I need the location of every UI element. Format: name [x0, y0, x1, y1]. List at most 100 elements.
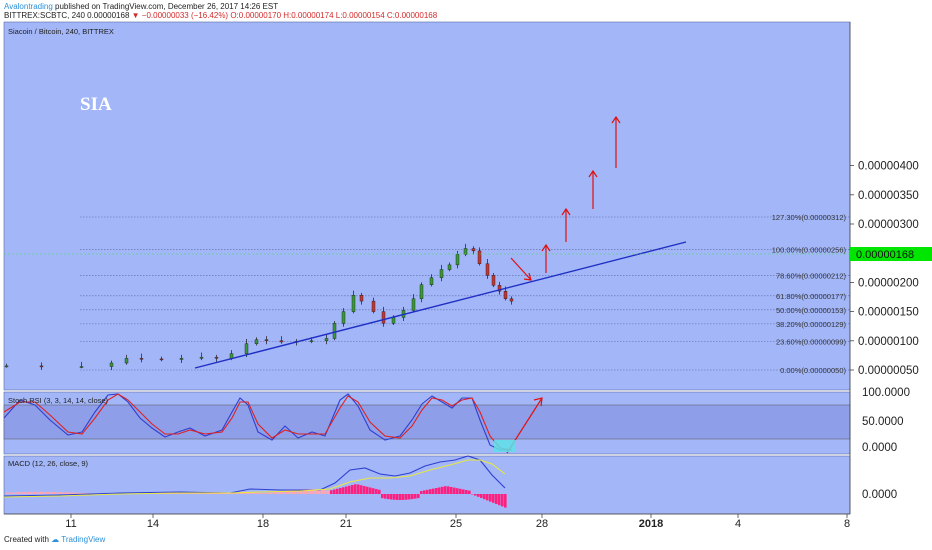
macd-bar — [39, 491, 42, 494]
fib-label: 61.80%(0.00000177) — [776, 292, 847, 301]
candle — [509, 298, 514, 302]
fib-label: 100.00%(0.00000256) — [772, 246, 847, 255]
candle — [139, 358, 144, 360]
current-price-badge — [850, 247, 932, 261]
stoch-pane-title: Stoch RSI (3, 3, 14, 14, close) — [8, 396, 109, 405]
macd-bar — [78, 492, 81, 494]
candle — [419, 284, 424, 299]
time-tick: 14 — [147, 518, 159, 530]
macd-bar — [300, 489, 303, 494]
macd-pane[interactable] — [3, 455, 851, 515]
macd-bar — [270, 492, 273, 494]
macd-bar — [417, 494, 420, 499]
down-triangle-icon: ▼ — [131, 11, 140, 20]
macd-bar — [489, 494, 492, 502]
macd-bar — [306, 489, 309, 494]
macd-bar — [249, 492, 252, 494]
candle — [351, 295, 356, 312]
macd-bar — [330, 490, 333, 494]
macd-bar — [414, 494, 417, 499]
macd-bar — [348, 485, 351, 494]
macd-bar — [480, 494, 483, 498]
macd-bar — [75, 492, 78, 494]
macd-bar — [339, 488, 342, 494]
main-pane[interactable] — [3, 21, 851, 391]
macd-bar — [429, 489, 432, 494]
candle — [244, 343, 249, 354]
candle — [279, 340, 284, 343]
macd-bar — [387, 494, 390, 500]
macd-bar — [9, 492, 12, 494]
candle — [391, 317, 396, 324]
macd-bar — [237, 492, 240, 494]
candle — [229, 353, 234, 359]
candle — [463, 248, 468, 255]
candle — [497, 285, 502, 292]
macd-bar — [81, 492, 84, 494]
macd-bar — [30, 491, 33, 494]
macd-bar — [453, 487, 456, 494]
macd-bar — [477, 494, 480, 497]
candle — [447, 264, 452, 270]
macd-bar — [444, 486, 447, 494]
macd-bar — [255, 492, 258, 494]
sia-annotation[interactable]: SIA — [80, 94, 112, 115]
fib-label: 78.60%(0.00000212) — [776, 271, 847, 280]
support-trendline[interactable] — [194, 241, 687, 369]
macd-bar — [426, 489, 429, 494]
macd-bar — [501, 494, 504, 507]
fib-label: 38.20%(0.00000129) — [776, 320, 847, 329]
macd-bar — [315, 489, 318, 494]
price-tick: 0.00000200 — [858, 277, 919, 289]
macd-line — [3, 455, 506, 497]
macd-bar — [273, 492, 276, 494]
macd-bar — [462, 489, 465, 494]
main-pane-title: Siacoin / Bitcoin, 240, BITTREX — [8, 27, 114, 36]
macd-bar — [63, 492, 66, 494]
macd-bar — [411, 494, 414, 500]
macd-bar — [408, 494, 411, 500]
fib-label: 127.30%(0.00000312) — [772, 213, 847, 222]
macd-bar — [360, 485, 363, 494]
macd-bar — [366, 486, 369, 494]
arrow-up-2 — [561, 207, 571, 242]
macd-bar — [66, 492, 69, 494]
macd-bar — [258, 492, 261, 494]
macd-bar — [336, 488, 339, 494]
macd-bar — [372, 488, 375, 494]
author-link[interactable]: Avalontrading — [4, 2, 53, 11]
stoch-tick: 100.0000 — [862, 387, 910, 399]
ohlc-text: O:0.00000170 H:0.00000174 L:0.00000154 C… — [230, 11, 438, 20]
macd-bar — [492, 494, 495, 503]
cloud-icon: ☁ — [51, 535, 60, 544]
macd-bar — [18, 492, 21, 494]
candle — [214, 356, 219, 359]
candle — [124, 358, 129, 364]
candle — [485, 263, 490, 276]
macd-bar — [72, 492, 75, 494]
stoch-axis: 100.0000 50.0000 0.0000 — [862, 387, 910, 454]
macd-bar — [69, 492, 72, 494]
publish-line: Avalontrading published on TradingView.c… — [4, 2, 278, 11]
candle — [359, 295, 364, 302]
candle — [439, 269, 444, 278]
macd-tick: 0.0000 — [862, 489, 897, 501]
macd-bar — [51, 491, 54, 494]
time-tick: 28 — [536, 518, 548, 530]
stoch-tick: 0.0000 — [862, 442, 897, 454]
tradingview-link[interactable]: TradingView — [61, 535, 106, 544]
macd-bar — [252, 492, 255, 494]
macd-bar — [27, 491, 30, 494]
macd-bar — [504, 494, 507, 508]
candle — [4, 365, 9, 368]
candle — [455, 254, 460, 266]
candle — [503, 290, 508, 299]
macd-bar — [363, 486, 366, 494]
macd-bar — [468, 490, 471, 494]
macd-bar — [423, 490, 426, 494]
stoch-band — [3, 404, 851, 440]
arrow-down — [510, 257, 532, 281]
candle — [79, 366, 84, 368]
macd-bar — [42, 491, 45, 494]
